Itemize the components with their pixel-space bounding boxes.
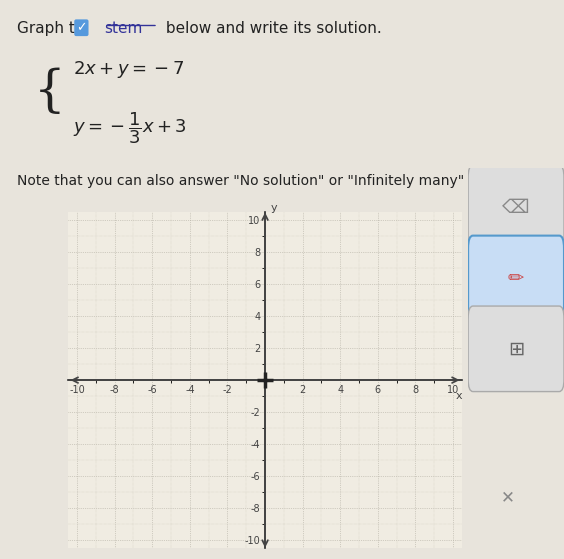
Text: ✕: ✕: [501, 489, 514, 506]
Text: y: y: [271, 202, 277, 212]
FancyBboxPatch shape: [468, 306, 564, 391]
FancyBboxPatch shape: [468, 236, 564, 321]
Text: $y=-\dfrac{1}{3}x+3$: $y=-\dfrac{1}{3}x+3$: [73, 111, 187, 146]
FancyBboxPatch shape: [468, 165, 564, 251]
Text: ✏: ✏: [508, 269, 525, 288]
Text: stem: stem: [104, 21, 143, 36]
Text: ✓: ✓: [76, 21, 87, 34]
Text: $2x+y=-7$: $2x+y=-7$: [73, 59, 184, 80]
Text: ⊞: ⊞: [508, 339, 525, 358]
Text: Graph t: Graph t: [17, 21, 75, 36]
Text: x: x: [455, 391, 462, 401]
Text: {: {: [34, 68, 65, 117]
Text: below and write its solution.: below and write its solution.: [161, 21, 381, 36]
Text: ⌫: ⌫: [503, 198, 530, 217]
Text: Note that you can also answer "No solution" or "Infinitely many" solutions.: Note that you can also answer "No soluti…: [17, 174, 535, 188]
